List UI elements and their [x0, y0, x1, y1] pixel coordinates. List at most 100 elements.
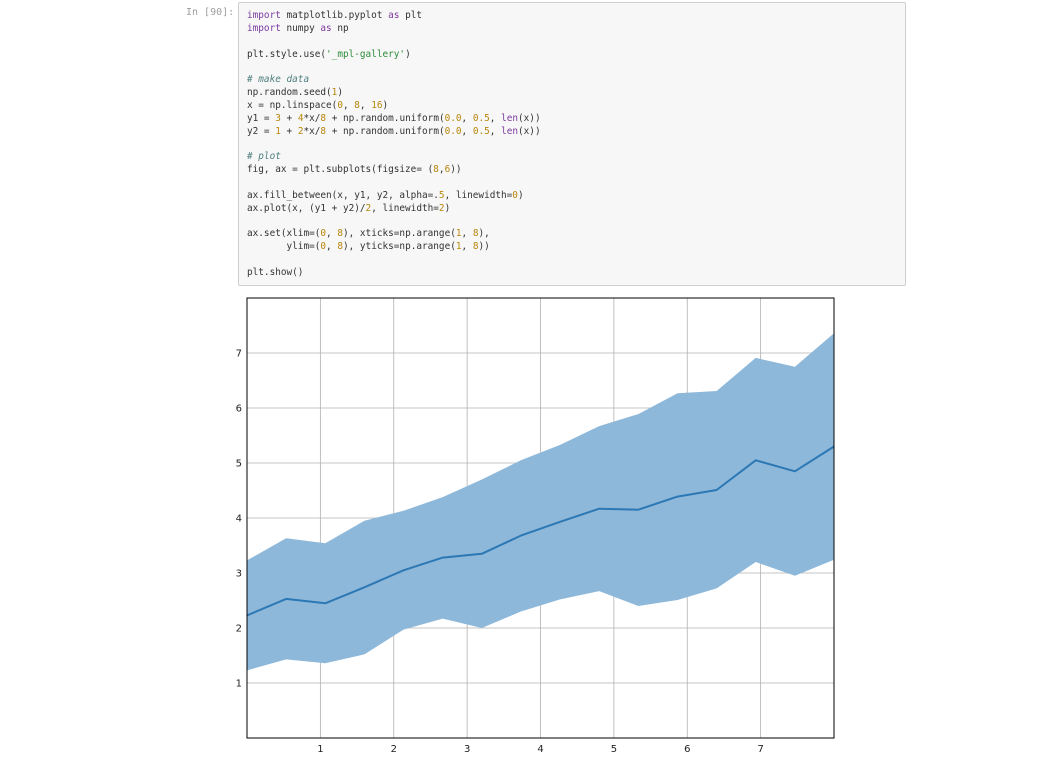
code-token: ,	[461, 125, 473, 137]
code-line	[247, 36, 541, 49]
mean-line-series	[246, 445, 835, 617]
code-token: fig, ax = plt.subplots(figsize= (	[247, 164, 434, 176]
code-token: 1	[331, 87, 338, 99]
code-token: y1 =	[247, 112, 276, 124]
code-token: 8	[472, 228, 479, 240]
y-tick-label: 6	[236, 404, 242, 415]
code-line: fig, ax = plt.subplots(figsize= (8,6))	[247, 164, 541, 177]
code-line: ax.fill_between(x, y1, y2, alpha=.5, lin…	[247, 190, 541, 203]
code-line: ax.plot(x, (y1 + y2)/2, linewidth=2)	[247, 203, 541, 216]
code-line: ax.set(xlim=(0, 8), xticks=np.arange(1, …	[247, 228, 541, 241]
code-token: ))	[450, 164, 462, 176]
code-line: plt.show()	[247, 267, 541, 280]
y-tick-label: 7	[236, 349, 242, 360]
code-token: 3	[275, 112, 281, 124]
code-token: +	[280, 112, 298, 124]
code-token: '_mpl-gallery'	[326, 48, 406, 60]
tick-labels: 1 2 3 4 5 6 7 1 2 3 4 5 6 7	[236, 349, 764, 756]
code-token: ,	[326, 228, 338, 240]
x-tick-label: 6	[684, 744, 690, 755]
code-token: 0.0	[444, 125, 462, 137]
code-token: 0.5	[472, 125, 490, 137]
code-token: 0.0	[444, 112, 462, 124]
code-token: ,	[438, 164, 445, 176]
code-line: import numpy as np	[247, 23, 541, 36]
axes-frame	[246, 297, 835, 739]
code-token: 2	[297, 125, 304, 137]
code-line: import matplotlib.pyplot as plt	[247, 10, 541, 23]
code-line: np.random.seed(1)	[247, 87, 541, 100]
code-line	[247, 61, 541, 74]
code-token: ),	[478, 228, 490, 240]
code-line: x = np.linspace(0, 8, 16)	[247, 100, 541, 113]
code-token: y2 =	[247, 125, 276, 137]
code-token: ,	[489, 125, 502, 137]
code-token: 0.5	[472, 112, 490, 124]
y-tick-label: 5	[236, 459, 242, 470]
y-tick-label: 4	[236, 514, 242, 525]
code-line	[247, 254, 541, 267]
cell-prompt: In [90]:	[186, 7, 235, 18]
fill-between-area	[247, 333, 834, 671]
x-tick-label: 4	[537, 744, 543, 755]
y-tick-label: 2	[236, 624, 242, 635]
code-token: ))	[478, 241, 490, 253]
code-token: ylim=(	[247, 241, 321, 253]
code-cell-input[interactable]: import matplotlib.pyplot as plt import nu…	[238, 2, 906, 286]
code-token: np	[331, 22, 349, 34]
code-token: as	[388, 10, 400, 21]
y-tick-label: 1	[236, 679, 242, 690]
code-token: plt.show()	[247, 266, 304, 278]
code-token: ax.plot(x, (y1 + y2)/	[247, 202, 366, 214]
x-tick-label: 2	[391, 744, 397, 755]
code-editor[interactable]: import matplotlib.pyplot as plt import nu…	[247, 10, 541, 280]
code-token: # make data	[247, 74, 310, 86]
code-line	[247, 177, 541, 190]
code-token: 1	[455, 228, 462, 240]
code-token: ,	[359, 99, 372, 111]
code-line	[247, 138, 541, 151]
code-token: (x))	[518, 125, 541, 137]
fill-area	[247, 333, 834, 671]
code-token: plt	[399, 10, 422, 21]
code-token: + np.random.uniform(	[326, 112, 445, 124]
mean-line	[246, 445, 835, 617]
code-token: )	[337, 87, 343, 99]
code-token: 8	[472, 241, 479, 253]
code-token: )	[382, 99, 389, 111]
code-token: *x/	[303, 125, 321, 137]
code-token: *x/	[303, 112, 321, 124]
x-tick-label: 1	[317, 744, 323, 755]
code-line	[247, 216, 541, 229]
code-token: import	[247, 10, 281, 21]
code-token: 5	[438, 189, 445, 201]
code-line: ylim=(0, 8), yticks=np.arange(1, 8))	[247, 241, 541, 254]
code-token: 0	[320, 241, 327, 253]
code-token: 8	[320, 112, 327, 124]
code-token: len	[501, 125, 519, 137]
code-token: as	[320, 22, 332, 34]
code-token: plt.style.use(	[247, 48, 327, 60]
code-token: 1	[455, 241, 462, 253]
y-tick-label: 3	[236, 569, 242, 580]
code-line: y2 = 1 + 2*x/8 + np.random.uniform(0.0, …	[247, 126, 541, 139]
code-token: 8	[433, 164, 439, 176]
code-token: len	[501, 112, 519, 124]
code-token: (x))	[518, 112, 541, 124]
code-token: )	[405, 48, 411, 60]
code-token: + np.random.uniform(	[326, 125, 445, 137]
code-token: 8	[354, 99, 360, 111]
code-token: 8	[320, 125, 327, 137]
code-token: ), xticks=np.arange(	[342, 228, 456, 240]
code-token: 1	[275, 125, 281, 137]
code-token: , linewidth=	[444, 189, 513, 201]
code-token: numpy	[280, 22, 321, 34]
cell-output: 1 2 3 4 5 6 7 1 2 3 4 5 6 7	[200, 290, 840, 764]
code-line: plt.style.use('_mpl-gallery')	[247, 49, 541, 62]
code-token: )	[517, 189, 524, 201]
x-tick-label: 3	[464, 744, 470, 755]
code-token: ,	[342, 99, 355, 111]
code-token: ,	[489, 112, 502, 124]
code-token: )	[444, 202, 451, 214]
code-token: ax.set(xlim=(	[247, 228, 321, 240]
